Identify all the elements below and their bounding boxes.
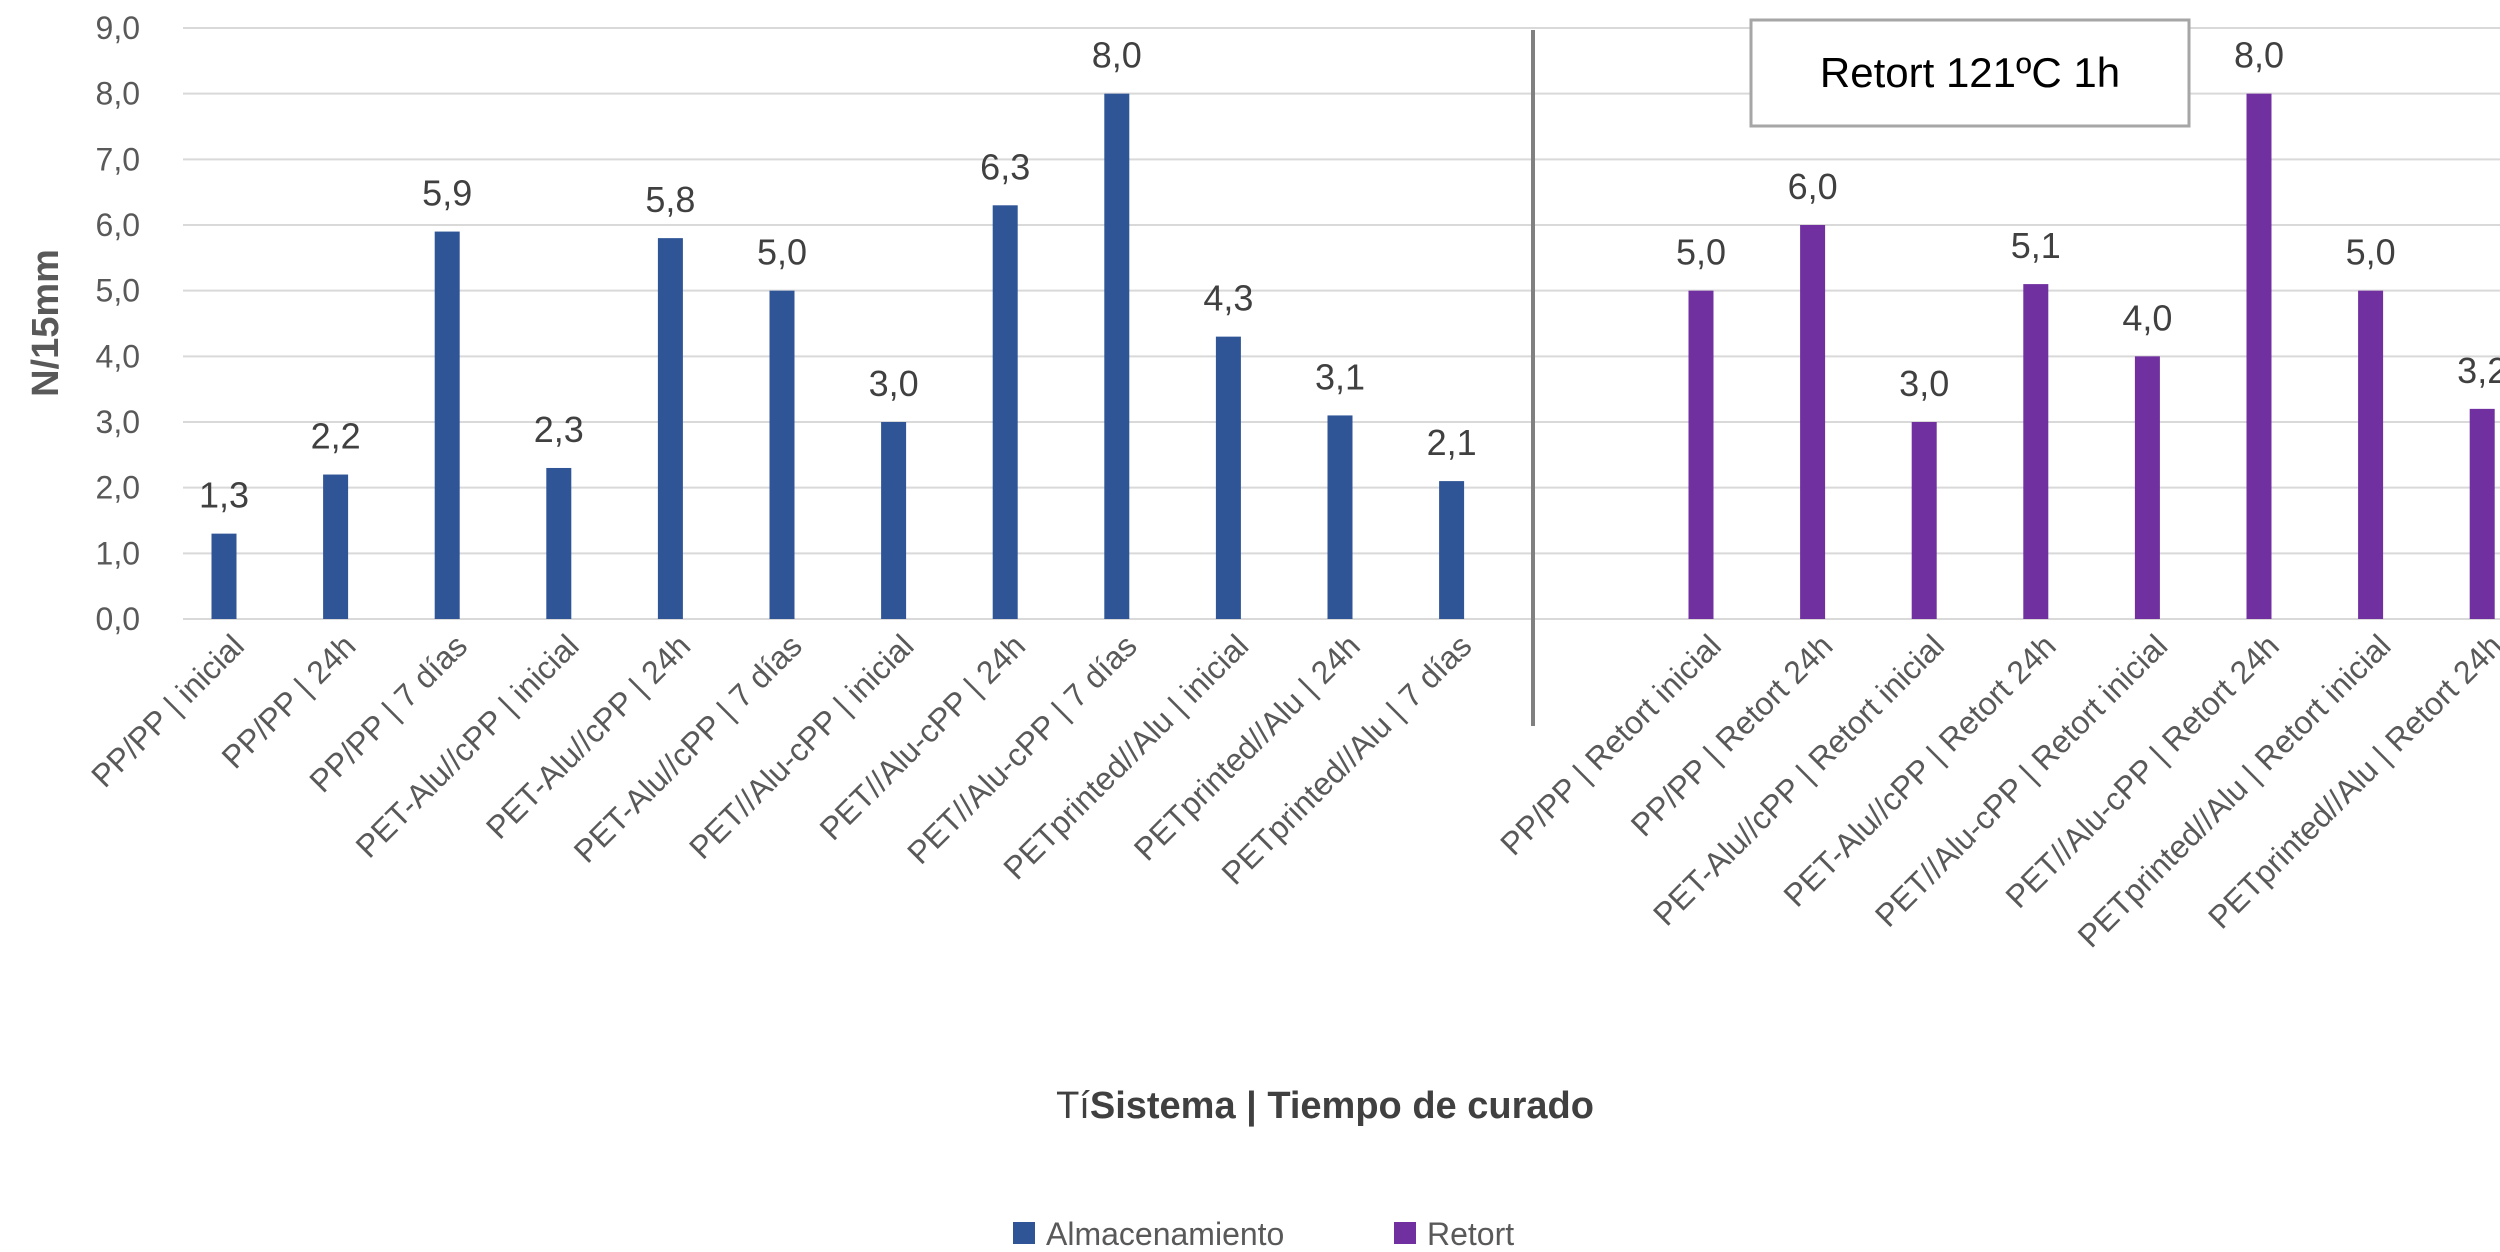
bar bbox=[2469, 408, 2495, 619]
x-tick-label: PET-Alu//cPP | 24h bbox=[479, 627, 697, 845]
data-label: 3,0 bbox=[869, 363, 919, 404]
data-labels: 1,3 2,2 5,9 2,3 5,8 5,0 3,0 6,3 8,0 4,3 3,1 2,1 5,0 6… bbox=[199, 35, 2500, 516]
bar bbox=[1688, 290, 1714, 619]
data-label: 3,1 bbox=[1315, 356, 1365, 397]
x-tick-label: PET//Alu-cPP | 24h bbox=[813, 627, 1033, 847]
y-tick-label: 1,0 bbox=[96, 535, 140, 571]
bar bbox=[1327, 415, 1353, 619]
x-tick-label: PETprinted//Alu | 24h bbox=[1127, 627, 1367, 867]
bar bbox=[2023, 284, 2049, 619]
data-label: 8,0 bbox=[2234, 35, 2284, 76]
y-axis-label: N/15mm bbox=[25, 249, 67, 397]
data-label: 2,1 bbox=[1427, 422, 1477, 463]
bar bbox=[1800, 225, 1826, 619]
bar bbox=[1215, 336, 1241, 619]
x-tick-label: PET//Alu-cPP | inicial bbox=[682, 627, 920, 865]
bar bbox=[881, 422, 907, 619]
data-label: 5,8 bbox=[645, 179, 695, 220]
y-tick-label: 0,0 bbox=[96, 601, 140, 637]
bar bbox=[992, 205, 1018, 620]
data-label: 2,3 bbox=[534, 409, 584, 450]
x-axis-label: TíSistema | Tiempo de curado bbox=[1056, 1085, 1594, 1127]
data-label: 8,0 bbox=[1092, 35, 1142, 76]
data-label: 4,0 bbox=[2122, 297, 2172, 338]
data-label: 5,0 bbox=[2346, 232, 2396, 273]
bar bbox=[1439, 481, 1465, 619]
legend-label-retort: Retort bbox=[1427, 1216, 1514, 1252]
y-tick-label: 5,0 bbox=[96, 273, 140, 309]
x-axis-label-text: Sistema | Tiempo de curado bbox=[1090, 1085, 1594, 1127]
bars bbox=[211, 93, 2495, 620]
data-label: 3,2 bbox=[2457, 350, 2500, 391]
legend-swatch-retort bbox=[1394, 1222, 1416, 1244]
y-axis-ticks: 0,0 1,0 2,0 3,0 4,0 5,0 6,0 7,0 8,0 9,0 bbox=[96, 10, 140, 637]
bar bbox=[323, 474, 349, 619]
legend-label-almacenamiento: Almacenamiento bbox=[1046, 1216, 1284, 1252]
data-label: 5,0 bbox=[1676, 232, 1726, 273]
bar bbox=[2134, 356, 2160, 619]
data-label: 6,3 bbox=[980, 146, 1030, 187]
data-label: 6,0 bbox=[1788, 166, 1838, 207]
bar bbox=[546, 467, 572, 619]
x-axis-label-prefix: Tí bbox=[1056, 1085, 1090, 1127]
x-tick-label: PP/PP | Retort inicial bbox=[1493, 627, 1728, 862]
x-tick-label: PET-Alu//cPP | inicial bbox=[349, 627, 586, 864]
bar bbox=[1104, 93, 1130, 619]
bar bbox=[211, 533, 237, 619]
y-tick-label: 2,0 bbox=[96, 470, 140, 506]
bar bbox=[769, 290, 795, 619]
y-tick-label: 8,0 bbox=[96, 76, 140, 112]
x-tick-label: PP/PP | Retort 24h bbox=[1624, 627, 1840, 843]
legend-swatch-almacenamiento bbox=[1013, 1222, 1035, 1244]
x-tick-label: PP/PP | inicial bbox=[84, 627, 251, 794]
y-tick-label: 3,0 bbox=[96, 404, 140, 440]
data-label: 1,3 bbox=[199, 475, 249, 516]
data-label: 2,2 bbox=[311, 416, 361, 457]
annotation-box: Retort 121ºC 1h bbox=[1749, 18, 2191, 128]
data-label: 3,0 bbox=[1899, 363, 1949, 404]
bar bbox=[434, 231, 460, 620]
data-label: 5,0 bbox=[757, 232, 807, 273]
data-label: 4,3 bbox=[1203, 278, 1253, 319]
bar bbox=[2246, 93, 2272, 619]
y-tick-label: 9,0 bbox=[96, 10, 140, 46]
legend: Almacenamiento Retort bbox=[1013, 1216, 1514, 1252]
y-tick-label: 4,0 bbox=[96, 338, 140, 374]
y-tick-label: 7,0 bbox=[96, 141, 140, 177]
annotation-text: Retort 121ºC 1h bbox=[1820, 49, 2120, 96]
bar bbox=[1911, 422, 1937, 619]
data-label: 5,9 bbox=[422, 173, 472, 214]
bar bbox=[2358, 290, 2384, 619]
y-tick-label: 6,0 bbox=[96, 207, 140, 243]
data-label: 5,1 bbox=[2011, 225, 2061, 266]
bar bbox=[657, 238, 683, 619]
